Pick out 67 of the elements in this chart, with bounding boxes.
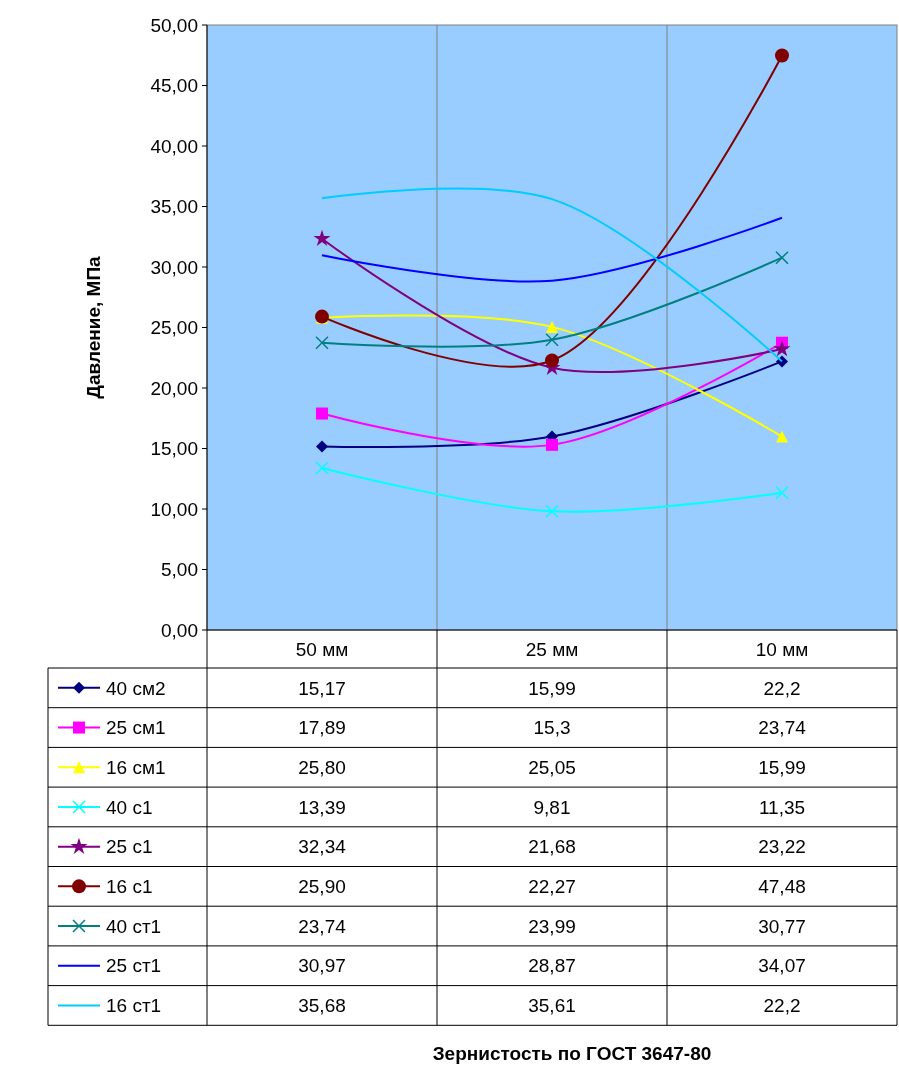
- data-label: 22,27: [528, 876, 576, 897]
- point: [773, 340, 791, 357]
- data-label: 30,97: [298, 955, 346, 977]
- point: [775, 250, 789, 265]
- point: [315, 336, 329, 350]
- data-label: 25,90: [298, 876, 346, 897]
- y-tick-label: 0,00: [161, 619, 198, 641]
- data-label: 11,35: [758, 796, 806, 818]
- data-label: 22,2: [763, 677, 801, 699]
- point: [545, 353, 559, 368]
- text: Зернистость по ГОСТ 3647-80: [432, 1043, 712, 1064]
- data-label: 9,81: [533, 796, 571, 818]
- legend-label: 40 с1: [106, 796, 153, 818]
- point: [546, 320, 558, 333]
- point: [315, 461, 329, 475]
- x-tick-label: 10 мм: [755, 638, 809, 660]
- data-label: 23,22: [758, 836, 806, 858]
- data-label: 22,2: [763, 995, 801, 1017]
- point: [313, 229, 331, 246]
- x-tick-label: 25 мм: [525, 638, 579, 660]
- y-tick-label: 45,00: [150, 75, 198, 97]
- point: [316, 440, 328, 453]
- data-label: 15,17: [298, 677, 346, 699]
- point: [545, 504, 559, 519]
- legend-label: 40 см2: [106, 677, 166, 699]
- data-label: 13,39: [298, 796, 346, 818]
- y-tick-label: 30,00: [150, 256, 198, 278]
- y-tick-label: 40,00: [150, 135, 198, 157]
- x-tick-label: 50 мм: [295, 638, 349, 660]
- point: [775, 48, 789, 63]
- y-tick-label: 35,00: [150, 196, 198, 218]
- legend-label: 16 ст1: [106, 995, 162, 1017]
- data-label: 28,87: [528, 955, 576, 977]
- data-label: 17,89: [298, 717, 346, 739]
- data-label: 23,74: [298, 915, 347, 937]
- point: [316, 407, 328, 420]
- data-label: 15,99: [758, 756, 806, 778]
- data-label: 25,80: [298, 756, 346, 778]
- legend-label: 16 с1: [106, 876, 153, 897]
- data-label: 15,3: [533, 717, 571, 739]
- y-tick-label: 25,00: [150, 317, 198, 339]
- data-label: 34,07: [758, 955, 806, 977]
- data-label: 35,61: [528, 995, 576, 1017]
- y-tick-label: 50,00: [150, 14, 198, 36]
- y-tick-label: 5,00: [161, 559, 198, 581]
- point: [776, 430, 788, 443]
- data-label: 23,74: [758, 717, 807, 739]
- data-label: 21,68: [528, 836, 576, 858]
- data-label: 35,68: [298, 995, 346, 1017]
- legend-label: 16 см1: [106, 756, 166, 778]
- legend-label: 25 с1: [106, 836, 153, 858]
- data-label: 15,99: [528, 677, 576, 699]
- data-label: 32,34: [298, 836, 347, 858]
- point: [545, 332, 559, 347]
- point: [775, 485, 789, 500]
- legend-label: 40 ст1: [106, 915, 162, 937]
- y-tick-label: 10,00: [150, 498, 198, 520]
- data-label: 30,77: [758, 915, 806, 937]
- data-label: 25,05: [528, 756, 576, 778]
- legend-label: 25 ст1: [106, 955, 162, 977]
- y-tick-label: 20,00: [150, 377, 198, 399]
- legend-label: 25 см1: [106, 717, 166, 739]
- point: [546, 438, 558, 451]
- y-tick-label: 15,00: [150, 438, 198, 460]
- y-axis-title: Давление, МПа: [83, 255, 104, 399]
- data-label: 47,48: [758, 876, 806, 897]
- data-label: 23,99: [528, 915, 576, 937]
